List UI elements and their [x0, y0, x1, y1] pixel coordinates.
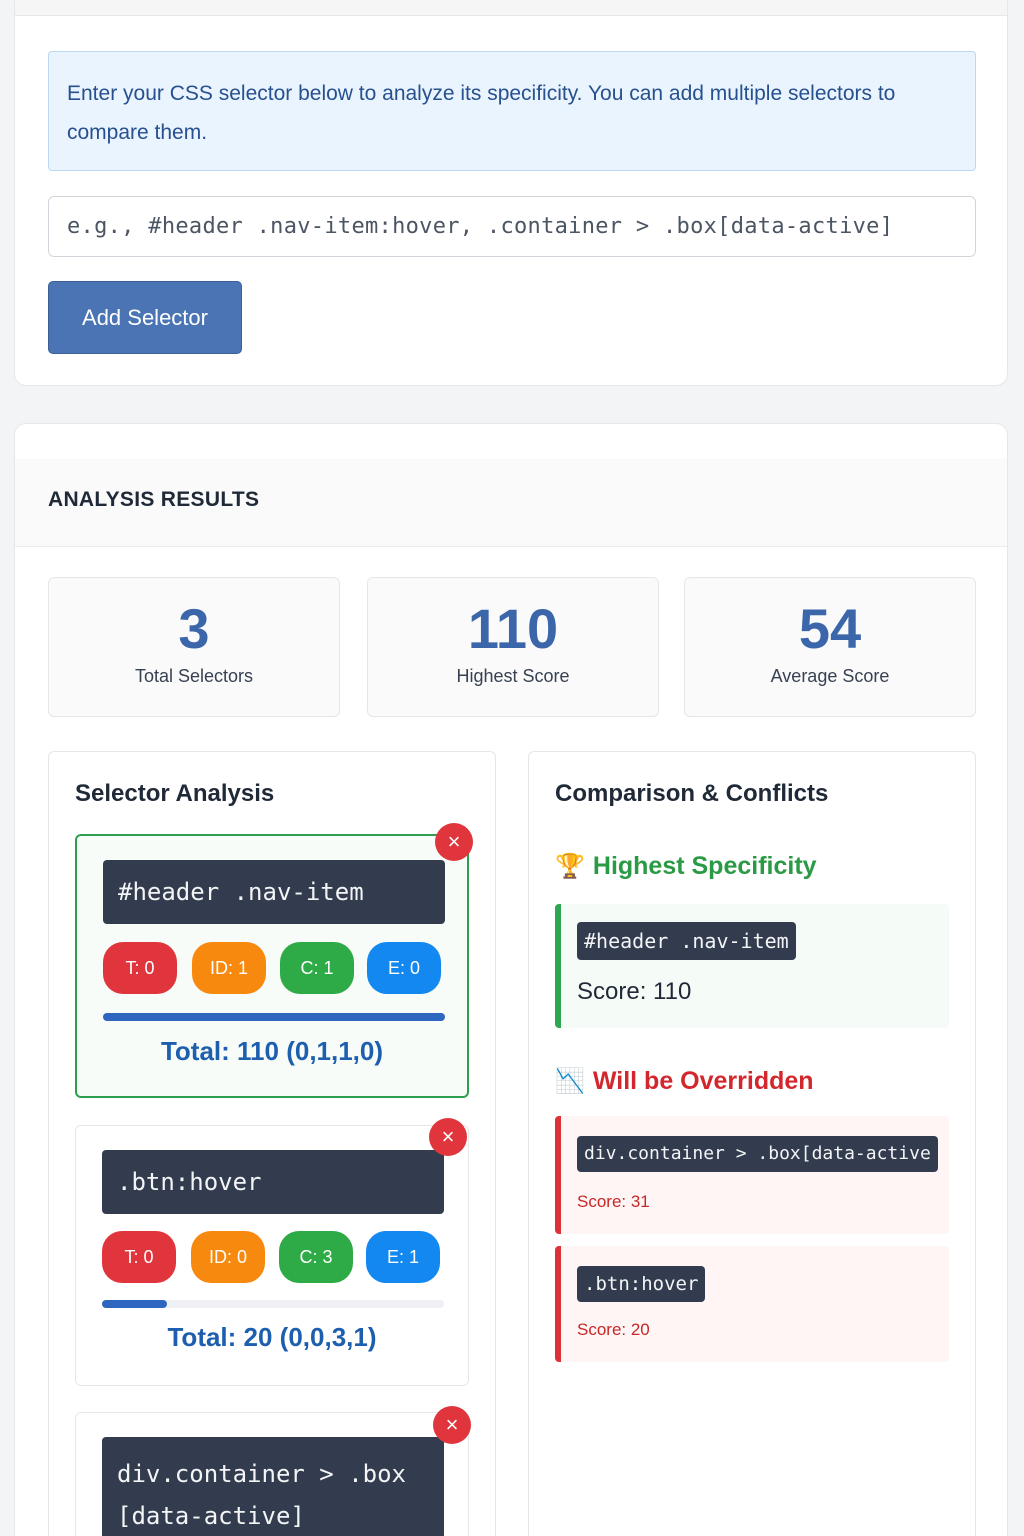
- highest-specificity-heading: 🏆 Highest Specificity: [555, 852, 817, 881]
- results-card: ANALYSIS RESULTS 3 Total Selectors 110 H…: [14, 423, 1008, 1536]
- input-card: Enter your CSS selector below to analyze…: [14, 0, 1008, 386]
- specificity-bar: [102, 1300, 444, 1308]
- panel-title: Comparison & Conflicts: [555, 780, 829, 807]
- badge-c: C: 3: [279, 1231, 353, 1283]
- selector-input[interactable]: [48, 196, 976, 257]
- score-text: Score: 110: [577, 978, 692, 1005]
- selector-total: Total: 110 (0,1,1,0): [160, 1036, 384, 1066]
- selector-total: Total: 20 (0,0,3,1): [167, 1322, 377, 1352]
- badge-e: E: 0: [367, 942, 441, 994]
- trophy-icon: 🏆: [555, 853, 585, 880]
- results-title: ANALYSIS RESULTS: [15, 459, 1007, 547]
- stat-label: Total Selectors: [134, 666, 254, 686]
- selector-item: .btn:hover T: 0 ID: 0 C: 3 E: 1 Total: 2…: [75, 1125, 469, 1386]
- info-message: Enter your CSS selector below to analyze…: [48, 51, 976, 171]
- top-strip: [15, 0, 1007, 16]
- selector-code: .btn:hover: [102, 1150, 444, 1214]
- overridden-heading: 📉 Will be Overridden: [555, 1067, 814, 1096]
- comparison-conflicts-panel: Comparison & Conflicts 🏆 Highest Specific…: [528, 751, 976, 1536]
- badge-e: E: 1: [366, 1231, 440, 1283]
- specificity-badges: T: 0 ID: 0 C: 3 E: 1: [102, 1231, 444, 1283]
- badge-id: ID: 1: [192, 942, 266, 994]
- selector-item: #header .nav-item T: 0 ID: 1 C: 1 E: 0 T…: [75, 834, 469, 1098]
- badge-t: T: 0: [103, 942, 177, 994]
- highest-selector-box: #header .nav-item Score: 110: [555, 904, 949, 1028]
- specificity-badges: T: 0 ID: 1 C: 1 E: 0: [103, 942, 445, 994]
- stat-total-selectors: 3 Total Selectors: [48, 577, 340, 717]
- add-selector-button[interactable]: Add Selector: [48, 281, 242, 354]
- selector-code: .btn:hover: [577, 1266, 706, 1302]
- stat-value: 3: [178, 597, 210, 660]
- specificity-bar-fill: [103, 1013, 445, 1021]
- badge-t: T: 0: [102, 1231, 176, 1283]
- stat-value: 110: [467, 597, 559, 660]
- close-icon: ×: [441, 1124, 455, 1149]
- remove-selector-button[interactable]: ×: [433, 1406, 471, 1444]
- specificity-bar: [103, 1013, 445, 1021]
- stat-average-score: 54 Average Score: [684, 577, 976, 717]
- panel-title: Selector Analysis: [75, 780, 275, 807]
- heading-text: Highest Specificity: [592, 852, 817, 880]
- close-icon: ×: [447, 829, 461, 854]
- selector-analysis-panel: Selector Analysis #header .nav-item T: 0…: [48, 751, 496, 1536]
- selector-code: #header .nav-item: [103, 860, 445, 924]
- overridden-selector-box: div.container > .box[data-active Score: …: [555, 1116, 949, 1234]
- close-icon: ×: [445, 1412, 459, 1437]
- heading-text: Will be Overridden: [592, 1067, 814, 1095]
- stat-label: Average Score: [770, 666, 890, 686]
- remove-selector-button[interactable]: ×: [429, 1118, 467, 1156]
- score-text: Score: 31: [577, 1192, 650, 1211]
- selector-item: div.container > .box[data-active]: [75, 1412, 469, 1536]
- badge-c: C: 1: [280, 942, 354, 994]
- selector-code: #header .nav-item: [577, 922, 796, 960]
- specificity-bar-fill: [102, 1300, 167, 1308]
- overridden-selector-box: .btn:hover Score: 20: [555, 1246, 949, 1362]
- stat-value: 54: [798, 597, 862, 660]
- stat-label: Highest Score: [456, 666, 570, 686]
- selector-code: div.container > .box[data-active]: [102, 1437, 444, 1536]
- selector-code: div.container > .box[data-active: [577, 1136, 938, 1172]
- remove-selector-button[interactable]: ×: [435, 823, 473, 861]
- stat-highest-score: 110 Highest Score: [367, 577, 659, 717]
- chart-down-icon: 📉: [555, 1068, 585, 1095]
- badge-id: ID: 0: [191, 1231, 265, 1283]
- score-text: Score: 20: [577, 1320, 650, 1339]
